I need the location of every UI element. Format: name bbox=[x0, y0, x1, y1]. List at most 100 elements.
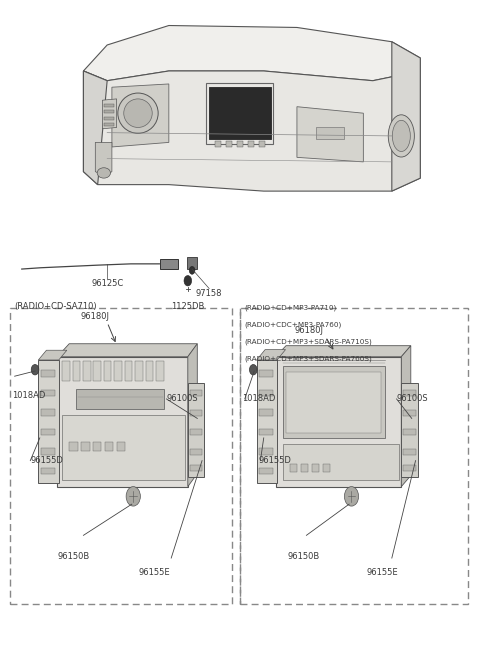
Bar bbox=[190, 430, 202, 436]
Text: 96150B: 96150B bbox=[288, 552, 320, 561]
Bar bbox=[114, 362, 122, 381]
Bar bbox=[206, 83, 273, 143]
Polygon shape bbox=[112, 84, 169, 147]
Bar bbox=[259, 390, 273, 396]
Bar bbox=[403, 390, 416, 396]
Bar bbox=[62, 415, 185, 480]
Text: 96150B: 96150B bbox=[58, 552, 90, 561]
Polygon shape bbox=[276, 346, 411, 357]
Bar bbox=[160, 259, 179, 269]
Text: 96125C: 96125C bbox=[91, 279, 123, 288]
Bar bbox=[403, 430, 416, 436]
Text: 1018AD: 1018AD bbox=[12, 391, 46, 400]
Polygon shape bbox=[38, 360, 59, 483]
Bar bbox=[117, 442, 125, 451]
Bar bbox=[187, 257, 197, 269]
Bar bbox=[105, 442, 113, 451]
Bar bbox=[259, 409, 273, 416]
Text: (RADIO+CD+MP3-PA710): (RADIO+CD+MP3-PA710) bbox=[245, 305, 337, 311]
Bar bbox=[41, 429, 55, 436]
Bar bbox=[287, 371, 381, 433]
Polygon shape bbox=[102, 99, 117, 129]
Text: (RADIO+CD+MP3+SDARS-PA760S): (RADIO+CD+MP3+SDARS-PA760S) bbox=[245, 356, 372, 362]
Bar bbox=[259, 370, 273, 377]
Text: 96155E: 96155E bbox=[367, 568, 398, 577]
Bar bbox=[104, 123, 114, 126]
Bar bbox=[283, 366, 384, 438]
Polygon shape bbox=[96, 142, 112, 176]
Polygon shape bbox=[84, 71, 420, 191]
Bar bbox=[81, 442, 90, 451]
Text: 96155D: 96155D bbox=[30, 456, 63, 465]
Bar bbox=[323, 464, 330, 472]
Bar bbox=[76, 389, 164, 409]
Polygon shape bbox=[257, 360, 277, 483]
Bar bbox=[41, 448, 55, 455]
Polygon shape bbox=[392, 42, 420, 191]
Bar bbox=[190, 390, 202, 396]
Text: (RADIO+CDC+MP3-PA760): (RADIO+CDC+MP3-PA760) bbox=[245, 322, 342, 328]
Bar bbox=[69, 442, 78, 451]
Bar bbox=[215, 141, 221, 147]
Bar bbox=[41, 409, 55, 416]
Bar bbox=[93, 442, 101, 451]
Bar bbox=[301, 464, 308, 472]
Bar bbox=[104, 110, 114, 113]
Bar bbox=[94, 362, 101, 381]
Bar bbox=[62, 362, 70, 381]
Bar bbox=[283, 444, 399, 480]
Ellipse shape bbox=[392, 121, 410, 151]
Polygon shape bbox=[188, 383, 204, 477]
Polygon shape bbox=[209, 87, 271, 139]
Circle shape bbox=[344, 487, 359, 506]
Polygon shape bbox=[297, 107, 363, 162]
Bar bbox=[316, 128, 344, 139]
Circle shape bbox=[189, 267, 195, 274]
Bar bbox=[104, 104, 114, 107]
Bar bbox=[259, 468, 273, 474]
Bar bbox=[240, 308, 468, 603]
Bar bbox=[190, 465, 202, 471]
Bar bbox=[190, 449, 202, 455]
Bar bbox=[41, 370, 55, 377]
Polygon shape bbox=[84, 71, 107, 185]
Polygon shape bbox=[257, 350, 286, 360]
Bar bbox=[125, 362, 132, 381]
Bar bbox=[248, 141, 254, 147]
Bar bbox=[104, 362, 111, 381]
Text: (RADIO+CD+MP3+SDARS-PA710S): (RADIO+CD+MP3+SDARS-PA710S) bbox=[245, 339, 372, 345]
Bar bbox=[259, 448, 273, 455]
Bar bbox=[403, 465, 416, 471]
Bar bbox=[41, 468, 55, 474]
Bar bbox=[259, 141, 265, 147]
Bar bbox=[403, 410, 416, 416]
Bar bbox=[237, 141, 243, 147]
Bar bbox=[290, 464, 298, 472]
Text: 96180J: 96180J bbox=[294, 326, 324, 335]
Polygon shape bbox=[38, 350, 67, 360]
Ellipse shape bbox=[97, 168, 110, 178]
Text: (RADIO+CD-SA710): (RADIO+CD-SA710) bbox=[14, 302, 97, 311]
Bar bbox=[312, 464, 319, 472]
Bar bbox=[135, 362, 143, 381]
Text: 96180J: 96180J bbox=[81, 312, 110, 321]
Text: 1018AD: 1018AD bbox=[242, 394, 276, 403]
Text: 97158: 97158 bbox=[196, 289, 222, 297]
Bar bbox=[145, 362, 153, 381]
Bar bbox=[156, 362, 164, 381]
Text: 1125DB: 1125DB bbox=[171, 301, 204, 310]
Ellipse shape bbox=[118, 93, 158, 134]
Text: 96100S: 96100S bbox=[396, 394, 428, 403]
Bar bbox=[190, 410, 202, 416]
Text: 96100S: 96100S bbox=[167, 394, 198, 403]
Ellipse shape bbox=[124, 99, 152, 128]
Polygon shape bbox=[57, 357, 188, 487]
Bar bbox=[83, 362, 91, 381]
Bar bbox=[226, 141, 232, 147]
Circle shape bbox=[126, 487, 140, 506]
Bar bbox=[403, 449, 416, 455]
Circle shape bbox=[184, 276, 192, 286]
Ellipse shape bbox=[388, 115, 414, 157]
Circle shape bbox=[250, 365, 257, 375]
Polygon shape bbox=[276, 357, 401, 487]
